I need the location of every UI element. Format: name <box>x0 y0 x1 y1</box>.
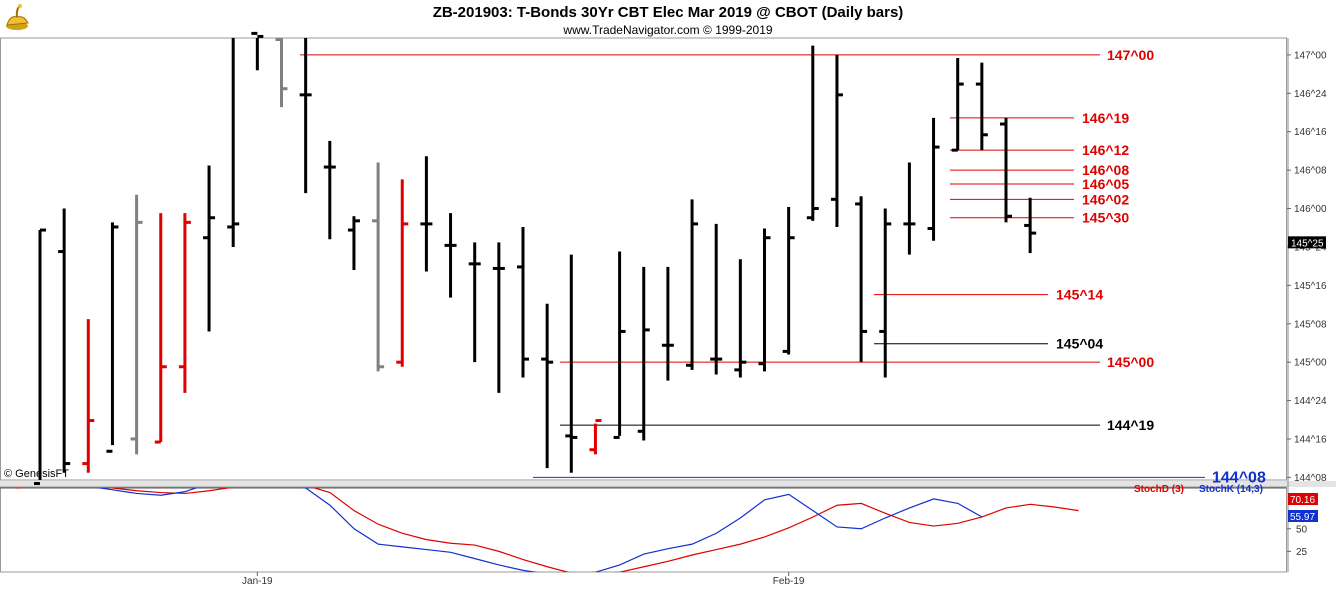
level-label: 145^00 <box>1107 354 1154 370</box>
chart-header: ZB-201903: T-Bonds 30Yr CBT Elec Mar 201… <box>0 0 1336 38</box>
stoch-d-line <box>15 488 1079 572</box>
ohlc-bar <box>903 162 916 255</box>
ohlc-bar <box>130 194 143 455</box>
price-axis: 147^00146^24146^16146^08146^00145^24145^… <box>1287 50 1327 484</box>
ohlc-bar <box>106 222 119 453</box>
level-label: 145^30 <box>1082 210 1129 226</box>
stoch-d-legend: StochD (3) <box>1134 484 1184 495</box>
stochastic-panel: 25 50 StochD (3) StochK (14,3) 70.16 55.97 <box>15 484 1318 572</box>
price-tick-label: 145^16 <box>1294 281 1327 292</box>
price-tick-label: 145^00 <box>1294 358 1327 369</box>
price-tick-label: 146^24 <box>1294 89 1327 100</box>
price-tick-label: 144^24 <box>1294 396 1327 407</box>
ohlc-bar <box>444 213 457 298</box>
stoch-k-line <box>96 488 983 572</box>
last-price-tag <box>1288 236 1326 249</box>
date-tick-label: Jan-19 <box>242 576 273 587</box>
price-tick-label: 144^16 <box>1294 434 1327 445</box>
price-tick-label: 146^00 <box>1294 204 1327 215</box>
stoch-k-legend: StochK (14,3) <box>1199 484 1263 495</box>
ohlc-bar <box>299 38 312 194</box>
ohlc-bar <box>782 206 795 355</box>
ohlc-bar <box>541 303 554 469</box>
ohlc-bar <box>420 156 433 272</box>
ohlc-bar <box>251 31 264 71</box>
price-tick-label: 144^08 <box>1294 473 1327 484</box>
price-tick-label: 147^00 <box>1294 50 1327 61</box>
ohlc-bar <box>227 38 240 247</box>
stoch-tick-label: 50 <box>1296 524 1308 535</box>
level-label: 146^12 <box>1082 142 1129 158</box>
ohlc-bar <box>830 54 843 227</box>
ohlc-bar <box>879 208 892 378</box>
ohlc-bar <box>710 223 723 375</box>
date-tick-label: Feb-19 <box>773 576 805 587</box>
ohlc-bar <box>1000 117 1012 223</box>
chart-title: ZB-201903: T-Bonds 30Yr CBT Elec Mar 201… <box>432 4 904 21</box>
ohlc-bar <box>565 254 578 473</box>
level-label: 145^04 <box>1056 336 1103 352</box>
ohlc-bar <box>758 228 771 372</box>
ohlc-bar <box>203 165 216 332</box>
level-label: 144^08 <box>1212 469 1266 486</box>
ohlc-bar <box>1024 197 1037 254</box>
level-label: 146^02 <box>1082 191 1129 207</box>
ohlc-bar <box>275 38 288 108</box>
ohlc-bar <box>178 213 191 393</box>
level-label: 146^05 <box>1082 176 1129 192</box>
ohlc-bar <box>372 162 385 372</box>
ohlc-bar <box>613 251 626 439</box>
ohlc-bar <box>855 196 868 363</box>
level-label: 146^19 <box>1082 110 1129 126</box>
stoch-tick-label: 25 <box>1296 547 1308 558</box>
level-label: 145^14 <box>1056 287 1103 303</box>
ohlc-bar <box>589 419 602 455</box>
ohlc-bars <box>34 31 1037 486</box>
ohlc-bar <box>323 140 336 240</box>
ohlc-bar <box>661 266 674 381</box>
stoch-k-value: 55.97 <box>1290 512 1315 523</box>
stoch-d-value: 70.16 <box>1290 495 1315 506</box>
price-tick-label: 146^08 <box>1294 166 1327 177</box>
date-axis: Jan-19 Feb-19 <box>242 572 805 587</box>
ohlc-bar <box>951 57 964 152</box>
ohlc-bar <box>734 259 747 378</box>
ohlc-bar <box>396 179 409 367</box>
price-tick-label: 145^08 <box>1294 319 1327 330</box>
chart-subtitle: www.TradeNavigator.com © 1999-2019 <box>563 23 773 37</box>
ohlc-bar <box>347 216 360 270</box>
genie-lamp-logo-icon <box>2 3 32 33</box>
last-price-label: 145^25 <box>1291 238 1324 249</box>
ohlc-bar <box>154 213 167 444</box>
stoch-plot-frame <box>0 486 1287 573</box>
level-label: 147^00 <box>1107 47 1154 63</box>
ohlc-bar <box>517 226 529 378</box>
ohlc-bar <box>82 319 95 473</box>
ohlc-bar <box>975 62 988 151</box>
price-tick-label: 146^16 <box>1294 127 1327 138</box>
ohlc-bar <box>806 45 819 221</box>
stoch-k-value-tag <box>1288 510 1318 522</box>
level-label: 144^19 <box>1107 417 1154 433</box>
stoch-d-value-tag <box>1288 493 1318 505</box>
ohlc-bar <box>927 117 940 241</box>
ohlc-bar <box>58 208 71 473</box>
ohlc-bar <box>468 242 481 363</box>
ohlc-bar <box>492 242 505 393</box>
ohlc-bar <box>637 266 650 441</box>
ohlc-bar <box>686 199 699 370</box>
data-provider-credit: © GenesisFT <box>4 468 69 480</box>
level-label: 146^08 <box>1082 162 1129 178</box>
ohlc-bar <box>34 228 46 486</box>
panel-divider <box>0 481 1336 487</box>
